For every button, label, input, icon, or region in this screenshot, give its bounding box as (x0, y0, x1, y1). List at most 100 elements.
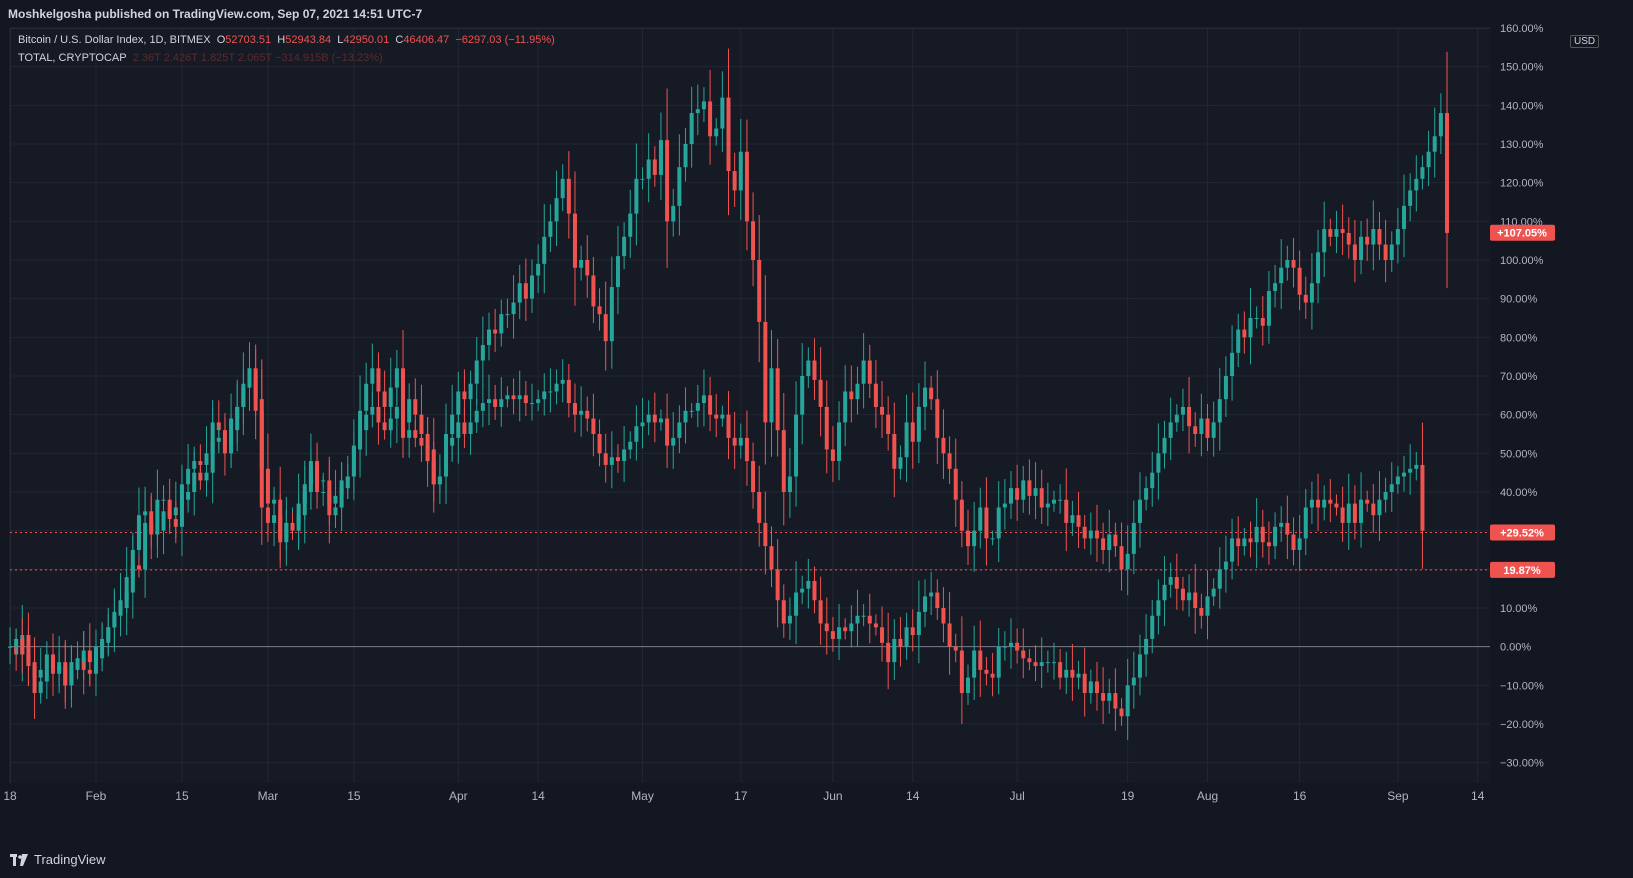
legend-btc-o-key: O (216, 34, 226, 46)
candle-body (1107, 534, 1112, 550)
candle-body (1420, 167, 1425, 179)
candle-body (953, 646, 958, 651)
legend-btc-open: 52703.51 (225, 34, 272, 46)
last-value-badge (1490, 524, 1555, 541)
candle-body (1389, 484, 1394, 492)
x-tick-label: May (631, 789, 654, 803)
time-axis-background (10, 783, 1490, 842)
candle-body (849, 623, 854, 632)
candle-body (1414, 178, 1419, 191)
candle-body (873, 383, 878, 407)
x-tick-label: 15 (347, 789, 361, 803)
last-value-badge (1490, 224, 1555, 241)
candle-body (585, 260, 590, 276)
candle-body (493, 329, 498, 334)
candle-body (1371, 503, 1376, 516)
candle-body (683, 410, 688, 423)
candle-body (1015, 488, 1020, 500)
tradingview-logo-icon (10, 854, 28, 866)
candle-body (487, 329, 492, 346)
x-tick-label: 17 (734, 789, 748, 803)
candle-body (1113, 693, 1118, 709)
candle-body (370, 406, 375, 415)
candle-body (394, 368, 399, 388)
candle-body (812, 580, 817, 601)
candle-body (1015, 642, 1020, 651)
candle-body (1359, 499, 1364, 523)
candle-body (1402, 472, 1407, 477)
candle-body (824, 623, 829, 632)
candle-body (511, 302, 516, 315)
candle-body (26, 654, 31, 663)
legend-btc-low: 42950.01 (343, 34, 390, 46)
candle-body (1377, 229, 1382, 245)
candle-body (8, 646, 12, 648)
candle-body (118, 600, 123, 612)
candle-body (966, 677, 971, 694)
candle-body (714, 128, 719, 137)
x-tick-label: Aug (1197, 789, 1218, 803)
legend-series-total[interactable]: TOTAL, CRYPTOCAP 2.36T 2.426T 1.825T 2.0… (18, 52, 383, 64)
candle-body (978, 650, 983, 670)
candle-body (186, 492, 191, 500)
candle-body (830, 631, 835, 639)
candle-body (652, 159, 657, 175)
legend-series-btc[interactable]: Bitcoin / U.S. Dollar Index, 1D, BITMEX … (18, 34, 555, 46)
y-tick-label: −10.00% (1500, 680, 1544, 692)
candle-body (124, 592, 129, 601)
x-tick-label: 19 (1121, 789, 1135, 803)
candle-body (763, 522, 768, 547)
x-tick-label: 14 (531, 789, 545, 803)
candle-body (38, 669, 43, 678)
y-tick-label: 50.00% (1500, 448, 1538, 460)
candle-body (757, 260, 762, 322)
last-value-label: +29.52% (1500, 528, 1544, 540)
candle-body (1223, 561, 1228, 570)
candle-body (861, 360, 866, 384)
candle-body (1180, 406, 1185, 415)
currency-label[interactable]: USD (1570, 35, 1600, 48)
candle-body (880, 627, 885, 643)
legend-total-values: 2.36T 2.426T 1.825T 2.065T −314.915B (−1… (132, 52, 383, 64)
x-tick-label: Mar (258, 789, 279, 803)
candle-body (1199, 418, 1204, 434)
candle-body (100, 642, 105, 647)
candle-body (837, 422, 842, 462)
candle-body (738, 151, 743, 191)
candle-body (1101, 693, 1106, 701)
candle-body (935, 399, 940, 438)
candle-body (204, 472, 209, 481)
candle-body (20, 638, 25, 655)
y-tick-label: 60.00% (1500, 410, 1538, 422)
candle-body (143, 522, 148, 570)
candle-body (732, 437, 737, 446)
candle-body (1285, 522, 1290, 535)
candle-body (1076, 673, 1081, 678)
candle-body (1094, 681, 1099, 694)
candle-body (388, 418, 393, 431)
candle-body (806, 580, 811, 589)
candle-body (929, 387, 934, 400)
candle-body (966, 530, 971, 547)
candle-body (898, 457, 903, 469)
candle-body (32, 662, 37, 678)
candle-body (487, 399, 492, 404)
candle-body (990, 673, 995, 678)
candle-body (1395, 229, 1400, 245)
price-chart[interactable]: −30.00%−20.00%−10.00%0.00%10.00%20.00%40… (0, 0, 1633, 842)
candle-body (93, 646, 98, 663)
candle-body (996, 646, 1001, 678)
candle-body (63, 662, 68, 686)
candle-body (229, 430, 234, 454)
candle-body (1236, 329, 1241, 353)
candle-body (333, 495, 338, 504)
candle-body (554, 383, 559, 392)
candle-body (904, 422, 909, 458)
chart-frame[interactable] (10, 28, 1633, 842)
candle-body (769, 368, 774, 423)
candle-body (339, 480, 344, 496)
candle-body (1273, 283, 1278, 291)
candle-body (923, 596, 928, 612)
candle-body (1254, 318, 1259, 319)
candle-body (1070, 515, 1075, 523)
